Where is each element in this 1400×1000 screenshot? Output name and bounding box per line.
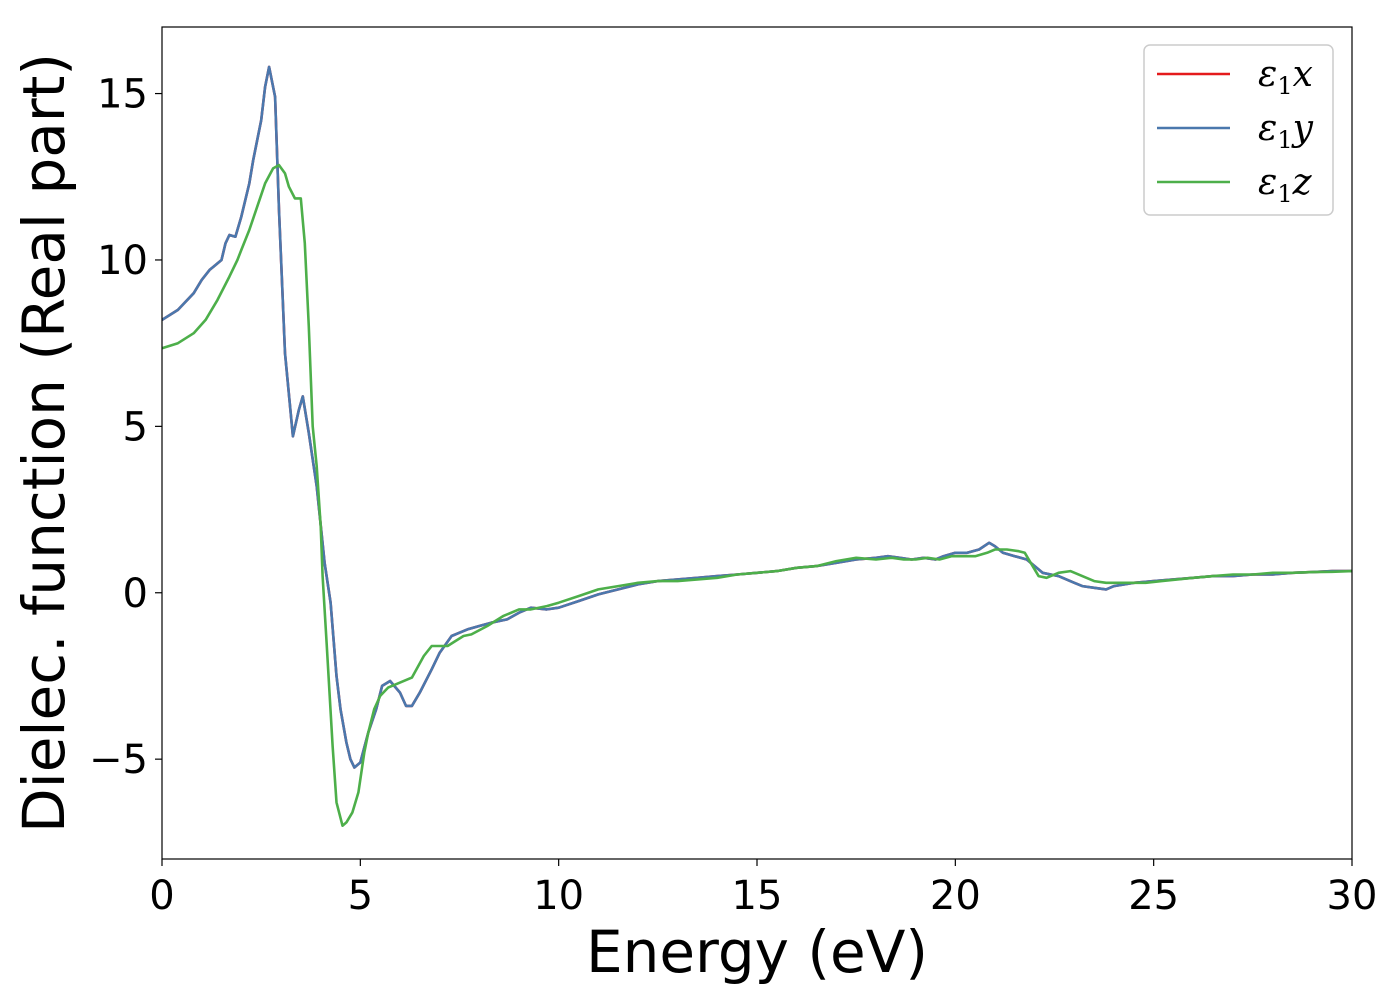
x-tick-label: 15 [732, 873, 783, 919]
x-tick-label: 30 [1327, 873, 1378, 919]
legend-frame [1143, 44, 1334, 216]
legend-label-y: ε1y [1258, 108, 1314, 154]
series-line-y [162, 65, 1352, 769]
legend-label-x: ε1x [1258, 54, 1313, 100]
legend: ε1x ε1y ε1z [1143, 44, 1334, 216]
x-tick-label: 0 [149, 873, 174, 919]
y-tick-label: 0 [123, 571, 148, 617]
x-tick-label: 10 [533, 873, 584, 919]
x-tick-label: 25 [1128, 873, 1179, 919]
y-tick-label: 15 [97, 72, 148, 118]
series-layer [162, 65, 1352, 828]
y-tick-label: 5 [123, 404, 148, 450]
y-tick-label: 10 [97, 238, 148, 284]
ticks-layer: 0 5 10 15 20 25 30 −5 0 5 10 15 [89, 72, 1377, 919]
y-axis-label: Dielec. function (Real part) [10, 53, 78, 833]
y-tick-label: −5 [89, 737, 148, 783]
legend-label-z: ε1z [1258, 162, 1313, 208]
x-axis-label: Energy (eV) [586, 918, 928, 986]
x-tick-label: 20 [930, 873, 981, 919]
series-line-z [162, 163, 1352, 828]
x-tick-label: 5 [348, 873, 373, 919]
